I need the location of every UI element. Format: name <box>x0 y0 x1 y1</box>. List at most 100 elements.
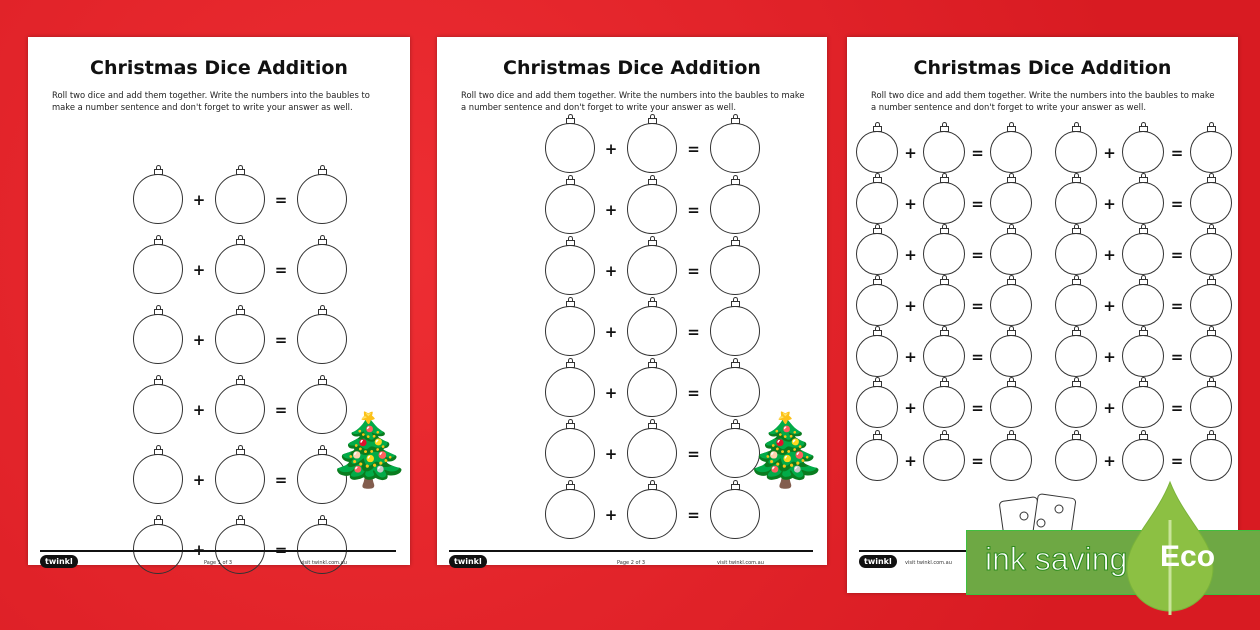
bauble-hook <box>1208 326 1214 330</box>
bauble-answer-box[interactable] <box>923 386 965 428</box>
bauble-answer-box[interactable] <box>133 174 183 224</box>
bauble-answer-box[interactable] <box>990 439 1032 481</box>
bauble-cap <box>730 362 740 368</box>
bauble-answer-box[interactable] <box>133 384 183 434</box>
bauble-answer-box[interactable] <box>215 384 265 434</box>
bauble-hook <box>874 377 880 381</box>
plus-sign: + <box>904 452 917 470</box>
bauble-answer-box[interactable] <box>1190 335 1232 377</box>
bauble-answer-box[interactable] <box>1190 386 1232 428</box>
bauble-answer-box[interactable] <box>856 439 898 481</box>
bauble-cap <box>872 126 882 132</box>
bauble-answer-box[interactable] <box>297 314 347 364</box>
bauble-answer-box[interactable] <box>545 245 595 295</box>
bauble-answer-box[interactable] <box>627 428 677 478</box>
bauble-answer-box[interactable] <box>990 233 1032 275</box>
bauble-answer-box[interactable] <box>856 284 898 326</box>
bauble-hook <box>237 515 243 519</box>
bauble-answer-box[interactable] <box>1190 131 1232 173</box>
bauble-answer-box[interactable] <box>1055 284 1097 326</box>
bauble-answer-box[interactable] <box>856 233 898 275</box>
bauble-answer-box[interactable] <box>297 244 347 294</box>
bauble-answer-box[interactable] <box>1055 386 1097 428</box>
bauble-answer-box[interactable] <box>1055 233 1097 275</box>
bauble-answer-box[interactable] <box>545 489 595 539</box>
bauble-answer-box[interactable] <box>1055 182 1097 224</box>
bauble-answer-box[interactable] <box>1122 182 1164 224</box>
bauble-answer-box[interactable] <box>856 335 898 377</box>
bauble-answer-box[interactable] <box>923 182 965 224</box>
bauble-hook <box>1008 430 1014 434</box>
bauble-answer-box[interactable] <box>990 335 1032 377</box>
bauble-cap <box>235 449 245 455</box>
bauble-cap <box>565 423 575 429</box>
bauble-answer-box[interactable] <box>627 306 677 356</box>
bauble-cap <box>1138 228 1148 234</box>
bauble-answer-box[interactable] <box>1190 233 1232 275</box>
bauble-answer-box[interactable] <box>1190 439 1232 481</box>
bauble-answer-box[interactable] <box>215 174 265 224</box>
bauble-answer-box[interactable] <box>627 123 677 173</box>
equals-sign: = <box>687 506 700 524</box>
bauble-answer-box[interactable] <box>545 428 595 478</box>
eco-label: Eco <box>1160 540 1216 573</box>
bauble-answer-box[interactable] <box>545 184 595 234</box>
bauble-answer-box[interactable] <box>627 489 677 539</box>
bauble-hook <box>874 122 880 126</box>
bauble-answer-box[interactable] <box>215 244 265 294</box>
bauble-answer-box[interactable] <box>990 284 1032 326</box>
bauble-answer-box[interactable] <box>545 123 595 173</box>
bauble-answer-box[interactable] <box>627 245 677 295</box>
plus-sign: + <box>192 191 206 209</box>
bauble-answer-box[interactable] <box>710 489 760 539</box>
bauble-answer-box[interactable] <box>627 184 677 234</box>
bauble-answer-box[interactable] <box>923 439 965 481</box>
bauble-answer-box[interactable] <box>1190 284 1232 326</box>
bauble-answer-box[interactable] <box>990 386 1032 428</box>
bauble-answer-box[interactable] <box>133 244 183 294</box>
bauble-answer-box[interactable] <box>923 335 965 377</box>
bauble-answer-box[interactable] <box>710 123 760 173</box>
website-link[interactable]: visit twinkl.com.au <box>905 560 952 566</box>
bauble-answer-box[interactable] <box>856 182 898 224</box>
bauble-answer-box[interactable] <box>856 131 898 173</box>
bauble-answer-box[interactable] <box>215 454 265 504</box>
website-link[interactable]: visit twinkl.com.au <box>300 560 347 566</box>
worksheet-instructions: Roll two dice and add them together. Wri… <box>461 90 805 112</box>
bauble-answer-box[interactable] <box>297 524 347 574</box>
bauble-answer-box[interactable] <box>545 367 595 417</box>
bauble-answer-box[interactable] <box>1122 386 1164 428</box>
bauble-answer-box[interactable] <box>1122 335 1164 377</box>
bauble-answer-box[interactable] <box>133 524 183 574</box>
bauble-answer-box[interactable] <box>923 131 965 173</box>
bauble-answer-box[interactable] <box>856 386 898 428</box>
bauble-answer-box[interactable] <box>133 314 183 364</box>
bauble-answer-box[interactable] <box>990 182 1032 224</box>
website-link[interactable]: visit twinkl.com.au <box>717 560 764 566</box>
bauble-cap <box>647 179 657 185</box>
plus-sign: + <box>604 445 618 463</box>
bauble-answer-box[interactable] <box>545 306 595 356</box>
bauble-answer-box[interactable] <box>1122 131 1164 173</box>
bauble-hook <box>155 445 161 449</box>
bauble-answer-box[interactable] <box>133 454 183 504</box>
bauble-answer-box[interactable] <box>1055 131 1097 173</box>
bauble-answer-box[interactable] <box>1122 439 1164 481</box>
equals-sign: = <box>971 297 984 315</box>
bauble-answer-box[interactable] <box>710 245 760 295</box>
bauble-answer-box[interactable] <box>710 306 760 356</box>
bauble-answer-box[interactable] <box>1055 335 1097 377</box>
bauble-answer-box[interactable] <box>1122 233 1164 275</box>
bauble-cap <box>1071 279 1081 285</box>
bauble-answer-box[interactable] <box>215 314 265 364</box>
bauble-answer-box[interactable] <box>297 174 347 224</box>
bauble-answer-box[interactable] <box>710 184 760 234</box>
bauble-answer-box[interactable] <box>923 284 965 326</box>
bauble-answer-box[interactable] <box>923 233 965 275</box>
bauble-answer-box[interactable] <box>627 367 677 417</box>
bauble-answer-box[interactable] <box>1190 182 1232 224</box>
bauble-answer-box[interactable] <box>1055 439 1097 481</box>
bauble-answer-box[interactable] <box>990 131 1032 173</box>
bauble-answer-box[interactable] <box>1122 284 1164 326</box>
bauble-answer-box[interactable] <box>215 524 265 574</box>
